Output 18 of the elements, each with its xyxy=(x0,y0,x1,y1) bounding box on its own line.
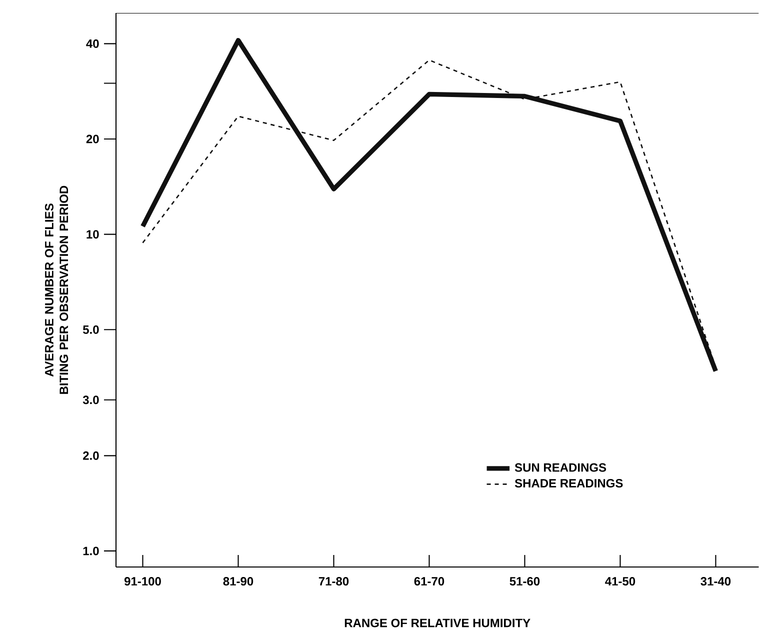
y-tick-label: 40 xyxy=(86,39,99,48)
y-tick-label: 1.0 xyxy=(83,546,99,556)
x-tick-label: 61-70 xyxy=(414,577,444,586)
y-tick-label: 10 xyxy=(86,230,99,239)
x-axis-title: RANGE OF RELATIVE HUMIDITY xyxy=(344,618,530,628)
x-tick-label: 51-60 xyxy=(510,577,540,586)
x-tick-label: 81-90 xyxy=(223,577,254,586)
x-tick-label: 41-50 xyxy=(605,577,636,586)
y-tick-label: 20 xyxy=(86,134,99,144)
y-tick-label: 5.0 xyxy=(82,325,99,334)
legend-label: SHADE READINGS xyxy=(514,478,623,488)
x-tick-label: 91-100 xyxy=(124,577,161,586)
y-axis-title: AVERAGE NUMBER OF FLIES BITING PER OBSERVATION PERIOD xyxy=(44,186,68,394)
y-tick-label: 2.0 xyxy=(83,451,99,460)
x-tick-label: 31-40 xyxy=(700,577,731,586)
y-tick-label: 3.0 xyxy=(82,396,99,404)
legend-label: SUN READINGS xyxy=(514,463,606,472)
x-tick-label: 71-80 xyxy=(318,577,349,586)
